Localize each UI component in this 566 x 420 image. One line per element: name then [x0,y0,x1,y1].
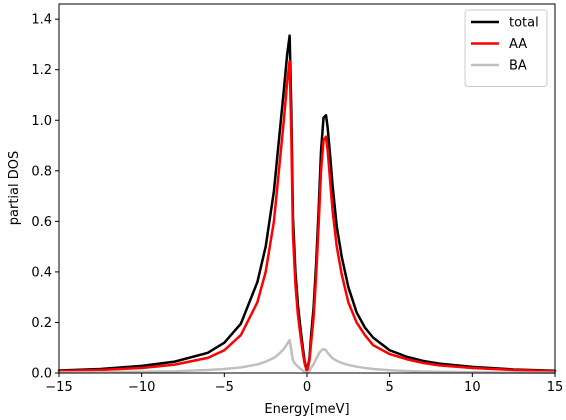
y-tick-label: 0.4 [31,265,52,280]
x-tick-label: 5 [386,380,394,395]
x-tick-label: 0 [303,380,311,395]
legend-label-total: total [509,16,539,31]
x-axis-label: Energy[meV] [264,402,349,417]
y-tick-label: 0.8 [31,164,52,179]
legend-box [464,9,548,87]
y-tick-label: 0.0 [31,367,52,382]
legend-label-ba: BA [509,59,527,74]
y-tick-label: 1.0 [31,114,52,129]
x-axis: −15 −10 −5 0 5 10 15 [45,373,563,395]
legend-label-aa: AA [509,37,527,52]
y-tick-label: 0.6 [31,215,52,230]
x-tick-label: −10 [128,380,155,395]
x-tick-label: 10 [464,380,481,395]
y-tick-label: 1.4 [31,13,52,28]
x-tick-label: −5 [215,380,234,395]
y-axis: 0.0 0.2 0.4 0.6 0.8 1.0 1.2 1.4 [31,13,59,382]
series-line-aa [57,59,557,374]
x-tick-label: 15 [547,380,564,395]
legend: total AA BA [464,9,548,87]
y-axis-label: partial DOS [7,151,22,225]
y-tick-label: 1.2 [31,63,52,78]
series-line-ba [57,338,557,374]
series-layer [57,34,557,374]
y-tick-label: 0.2 [31,316,52,331]
x-tick-label: −15 [45,380,72,395]
